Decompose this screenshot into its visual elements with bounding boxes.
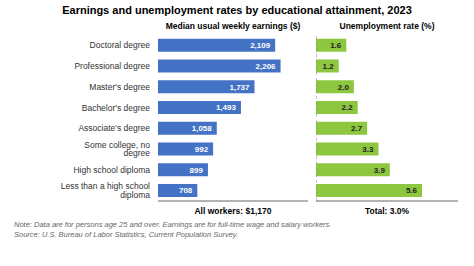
svg-text:1,058: 1,058 (192, 124, 213, 133)
svg-text:1,493: 1,493 (216, 103, 237, 112)
html-text:Earnings and unemployment rate: Earnings and unemployment rates by educa… (62, 4, 412, 16)
svg-text:Professional degree: Professional degree (74, 61, 150, 71)
svg-text:2.0: 2.0 (338, 83, 350, 92)
svg-text:2,206: 2,206 (256, 62, 277, 71)
html-text:All workers: $1,170: All workers: $1,170 (194, 206, 272, 216)
html-text:Median usual weekly earnings (: Median usual weekly earnings ($) (165, 21, 301, 31)
svg-text:Master's degree: Master's degree (89, 82, 150, 92)
svg-text:1.6: 1.6 (330, 41, 342, 50)
html-text:Unemployment rate (%): Unemployment rate (%) (339, 21, 435, 31)
svg-text:3.9: 3.9 (374, 166, 386, 175)
svg-text:708: 708 (179, 186, 193, 195)
svg-text:High school diploma: High school diploma (73, 165, 150, 175)
svg-text:5.6: 5.6 (406, 186, 418, 195)
svg-text:Associate's degree: Associate's degree (78, 123, 150, 133)
svg-text:Less than a high schooldiploma: Less than a high schooldiploma (61, 181, 151, 200)
svg-text:2.7: 2.7 (351, 124, 363, 133)
svg-text:1,737: 1,737 (229, 83, 250, 92)
svg-text:Doctoral degree: Doctoral degree (90, 40, 151, 50)
html-text:Source: U.S. Bureau of Labor S: Source: U.S. Bureau of Labor Statistics,… (14, 230, 239, 239)
svg-text:Bachelor's degree: Bachelor's degree (82, 103, 151, 113)
html-text:Total: 3.0%: Total: 3.0% (364, 206, 410, 216)
svg-text:2.2: 2.2 (342, 103, 354, 112)
svg-text:899: 899 (190, 166, 204, 175)
svg-text:3.3: 3.3 (362, 145, 374, 154)
svg-text:1.2: 1.2 (323, 62, 335, 71)
svg-text:992: 992 (195, 145, 209, 154)
html-text:Note: Data are for persons age: Note: Data are for persons age 25 and ov… (14, 220, 332, 229)
svg-text:2,109: 2,109 (250, 41, 271, 50)
svg-text:Some college, nodegree: Some college, nodegree (84, 140, 150, 159)
